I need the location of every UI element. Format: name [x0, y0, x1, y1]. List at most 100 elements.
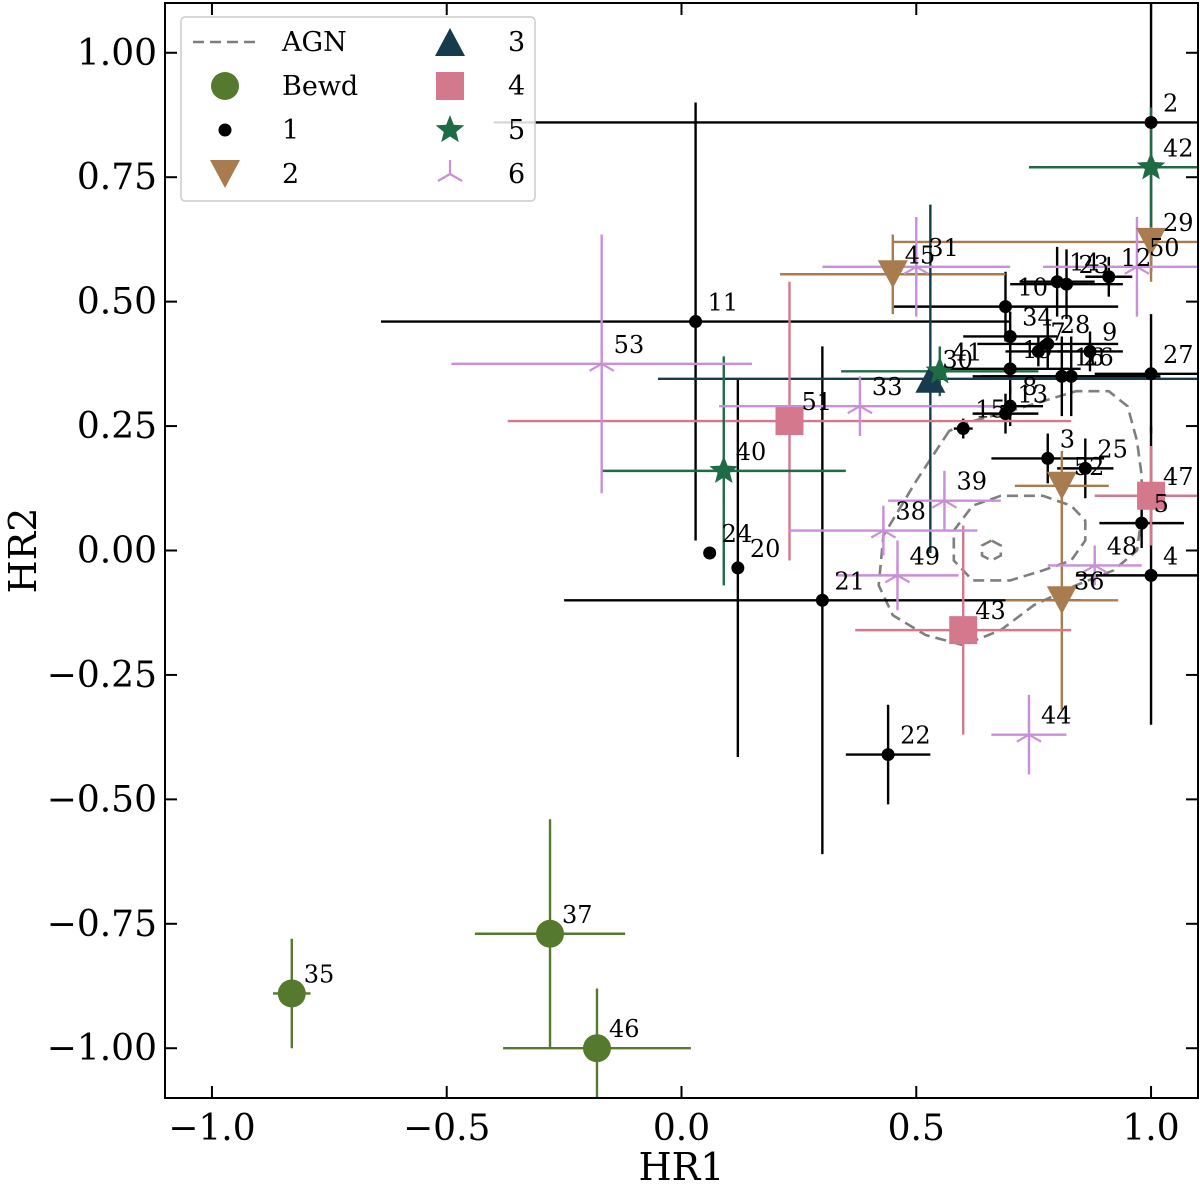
data-point-33: [847, 392, 873, 415]
point-label-43: 43: [975, 597, 1006, 625]
point-label-35: 35: [304, 960, 335, 988]
data-point-16: [1055, 369, 1069, 383]
data-point-26: [1064, 369, 1078, 383]
data-point-13: [998, 407, 1012, 421]
data-point-30: [915, 364, 946, 393]
legend-label: 1: [282, 115, 299, 146]
point-label-20: 20: [750, 535, 781, 563]
marker-group: [277, 115, 1167, 1063]
point-label-47: 47: [1163, 463, 1194, 491]
data-point-4: [1144, 568, 1158, 582]
legend-entry-6: 4: [436, 71, 525, 102]
point-label-51: 51: [801, 388, 832, 416]
point-label-19: 19: [1022, 336, 1053, 364]
y-tick-label: 0.00: [77, 531, 157, 572]
point-label-38: 38: [895, 498, 926, 526]
legend-entry-8: 6: [437, 159, 525, 190]
data-point-36: [1046, 586, 1077, 615]
point-label-50: 50: [1149, 234, 1180, 262]
point-label-52: 52: [1074, 453, 1105, 481]
legend-label: AGN: [281, 27, 347, 58]
point-label-25: 25: [1097, 435, 1128, 463]
point-label-24: 24: [722, 520, 753, 548]
legend-label: 6: [508, 159, 525, 190]
point-label-16: 16: [1074, 343, 1105, 371]
data-point-41: [925, 356, 954, 384]
data-point-3: [1041, 451, 1055, 465]
point-label-27: 27: [1163, 341, 1194, 369]
marker-tri-arm: [1094, 564, 1108, 574]
marker-tri-arm: [601, 362, 615, 372]
data-point-47: [1137, 481, 1166, 510]
point-label-14: 14: [1069, 249, 1100, 277]
agn-contour-core: [980, 539, 1003, 562]
marker-tri-arm: [882, 529, 897, 539]
point-label-46: 46: [609, 1015, 640, 1043]
data-point-28: [1041, 337, 1055, 351]
point-label-5: 5: [1154, 490, 1169, 518]
point-label-9: 9: [1102, 318, 1117, 346]
data-point-40: [709, 455, 738, 483]
y-tick-label: 0.25: [77, 406, 157, 447]
marker-star: [435, 115, 465, 143]
data-point-27: [1144, 367, 1158, 381]
marker-tri-arm: [847, 405, 861, 415]
point-label-39: 39: [956, 468, 987, 496]
data-point-35: [277, 979, 306, 1008]
marker-tri-arm: [931, 499, 945, 509]
marker-tri-arm: [903, 265, 917, 275]
marker-tri-arm: [1082, 564, 1096, 574]
data-point-12: [1102, 270, 1116, 284]
data-point-31: [903, 252, 929, 275]
marker-tri-arm: [870, 529, 884, 539]
data-point-2: [1144, 115, 1158, 129]
data-point-50: [1124, 252, 1150, 275]
x-axis-label: HR1: [639, 1145, 725, 1189]
point-label-49: 49: [909, 542, 940, 570]
marker-tri-arm: [589, 362, 603, 372]
marker-square: [436, 72, 464, 100]
point-label-26: 26: [1083, 343, 1114, 371]
point-label-33: 33: [872, 373, 903, 401]
marker-dot: [218, 123, 232, 137]
point-label-34: 34: [1022, 303, 1053, 331]
point-label-11: 11: [708, 289, 739, 317]
y-tick-label: −0.50: [47, 779, 157, 820]
x-tick-label: −1.0: [168, 1108, 255, 1149]
data-point-23: [1060, 277, 1074, 291]
data-point-24: [703, 546, 717, 560]
legend-entry-7: 5: [435, 115, 525, 146]
x-tick-label: 1.0: [1122, 1108, 1179, 1149]
legend-label: Bewd: [282, 71, 358, 102]
point-label-10: 10: [1017, 274, 1048, 302]
legend-entry-3: 1: [218, 115, 299, 146]
tick-group: −1.0 −0.5 0.0 0.5 1.0 1.00 0.75 0.50 0.25 0.00 −0.…: [47, 3, 1198, 1149]
point-label-2: 2: [1163, 89, 1178, 117]
marker-tri-arm: [915, 265, 929, 275]
data-point-42: [1136, 152, 1166, 180]
marker-tri-arm: [884, 574, 899, 584]
point-label-36: 36: [1074, 567, 1105, 595]
legend-entry-1: AGN: [193, 27, 347, 58]
y-tick-label: −1.00: [47, 1028, 157, 1069]
marker-tri-arm: [437, 173, 451, 182]
marker-tri-arm: [859, 405, 873, 415]
data-point-9: [1083, 344, 1097, 358]
data-point-49: [884, 561, 911, 584]
legend-box: [180, 16, 536, 202]
legend-label: 4: [508, 71, 525, 102]
point-label-37: 37: [562, 901, 593, 929]
point-label-22: 22: [900, 722, 931, 750]
marker-tri-arm: [449, 173, 463, 182]
point-label-8: 8: [1022, 373, 1037, 401]
x-tick-label: 0.0: [653, 1108, 710, 1149]
point-label-40: 40: [736, 438, 767, 466]
point-label-3: 3: [1060, 425, 1075, 453]
data-point-44: [1016, 720, 1042, 743]
data-point-45: [877, 260, 908, 289]
point-label-30: 30: [942, 346, 973, 374]
data-point-37: [536, 919, 565, 948]
point-label-48: 48: [1107, 532, 1138, 560]
point-label-15: 15: [975, 396, 1006, 424]
legend-entry-5: 3: [435, 27, 525, 58]
